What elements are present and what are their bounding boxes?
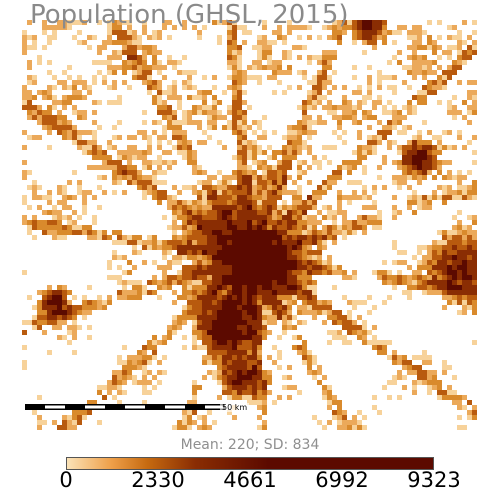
- legend-colorbar: [66, 457, 434, 470]
- scale-label: 50 km: [220, 403, 250, 412]
- legend-tick-1: 2330: [131, 468, 185, 492]
- map-title: Population (GHSL, 2015): [30, 0, 349, 30]
- stats-text: Mean: 220; SD: 834: [180, 437, 320, 453]
- population-raster: [22, 20, 477, 430]
- legend-tick-4: 9323: [407, 468, 461, 492]
- legend-tick-0: 0: [59, 468, 73, 492]
- legend-tick-2: 4661: [223, 468, 277, 492]
- population-map: [22, 0, 477, 440]
- legend-tick-3: 6992: [315, 468, 369, 492]
- scale-bar: [25, 404, 225, 410]
